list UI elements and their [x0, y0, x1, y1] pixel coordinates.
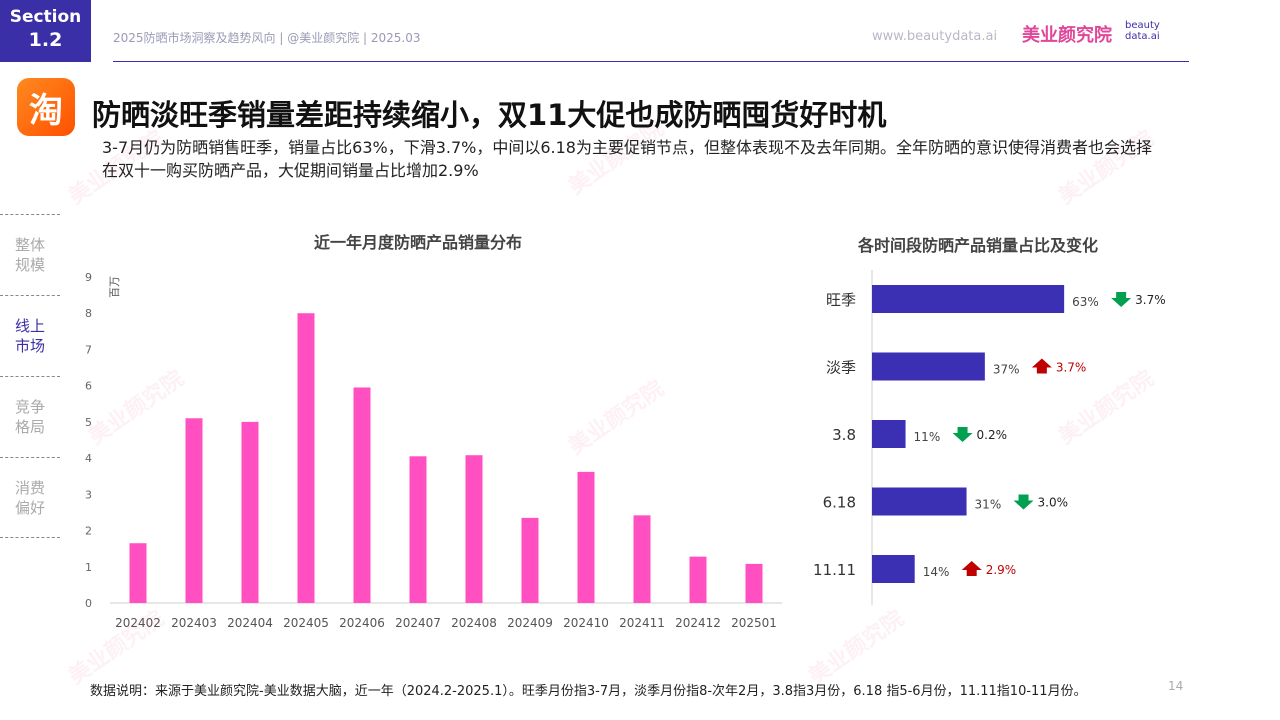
section-label: Section: [9, 7, 82, 27]
x-tick-label: 202406: [339, 616, 385, 630]
nav-item-label: 线上市场: [14, 317, 45, 355]
arrow-down-icon: [1111, 292, 1132, 307]
x-tick-label: 202411: [619, 616, 665, 630]
x-tick-label: 202405: [283, 616, 329, 630]
bar-202403: [185, 418, 203, 603]
brand-logo: 美业颜究院: [1022, 25, 1112, 46]
bar-202406: [353, 387, 371, 603]
page-title: 防晒淡旺季销量差距持续缩小，双11大促也成防晒囤货好时机: [92, 98, 887, 132]
y-tick-label: 3: [85, 488, 92, 501]
bar-202409: [521, 517, 539, 603]
bar-6.18: [872, 487, 967, 516]
change-label: 3.7%: [1135, 293, 1166, 307]
category-label: 旺季: [826, 291, 856, 309]
bar-202410: [577, 471, 595, 603]
category-label: 淡季: [826, 359, 856, 377]
monthly-sales-bar-chart: 0 1 2 3 4 5 6 7 8 9 百万 202402 202403 202404 202405 2024…: [85, 271, 782, 630]
value-label: 14%: [923, 565, 950, 579]
page-number: 14: [1168, 679, 1184, 693]
bar-淡季: [872, 352, 985, 381]
nav-item-competition[interactable]: 竞争格局: [0, 376, 60, 457]
bar-202408: [465, 455, 483, 603]
x-tick-label: 202407: [395, 616, 441, 630]
y-tick-label: 7: [85, 343, 92, 356]
arrow-down-icon: [952, 427, 973, 442]
bar-202407: [409, 456, 427, 603]
bar-3.8: [872, 420, 906, 448]
bar-11.11: [872, 555, 915, 583]
nav-item-label: 竞争格局: [14, 398, 45, 436]
bar-chart-title: 近一年月度防晒产品销量分布: [314, 233, 523, 252]
side-nav: 整体规模 线上市场 竞争格局 消费偏好: [0, 214, 60, 538]
y-tick-label: 9: [85, 271, 92, 284]
bar-202404: [241, 421, 259, 603]
y-tick-label: 0: [85, 597, 92, 610]
section-number: 1.2: [28, 29, 63, 51]
x-tick-label: 202404: [227, 616, 273, 630]
nav-item-online[interactable]: 线上市场: [0, 295, 60, 376]
x-tick-label: 202412: [675, 616, 721, 630]
y-axis-unit: 百万: [108, 276, 121, 298]
value-label: 31%: [975, 498, 1002, 512]
bar-旺季: [872, 285, 1065, 313]
y-tick-label: 2: [85, 525, 92, 538]
header-url: www.beautydata.ai: [872, 29, 998, 44]
x-tick-label: 202410: [563, 616, 609, 630]
period-share-bar-chart: 旺季 63% 3.7% 淡季 37% 3.7% 3.8 11% 0.2% 6.18 31% 3.0% 1…: [813, 270, 1166, 605]
hbar-chart-title: 各时间段防晒产品销量占比及变化: [858, 236, 1099, 255]
bar-202501: [745, 563, 763, 603]
arrow-up-icon: [1031, 358, 1052, 374]
category-label: 6.18: [823, 494, 856, 512]
nav-item-label: 消费偏好: [14, 478, 45, 517]
y-tick-label: 1: [85, 561, 92, 574]
change-label: 2.9%: [986, 563, 1017, 577]
y-tick-label: 5: [85, 416, 92, 429]
header-meta: 2025防晒市场洞察及趋势风向 | @美业颜究院 | 2025.03: [113, 31, 421, 45]
nav-item-label: 整体规模: [14, 236, 45, 274]
category-label: 11.11: [813, 561, 856, 579]
bar-202402: [129, 543, 147, 603]
footnote: 数据说明：来源于美业颜究院-美业数据大脑，近一年（2024.2-2025.1）。…: [90, 684, 1087, 699]
y-tick-label: 8: [85, 307, 92, 320]
bar-202411: [633, 515, 651, 603]
bar-202405: [297, 313, 315, 603]
category-label: 3.8: [832, 426, 856, 444]
header-divider: [113, 61, 1189, 62]
x-tick-label: 202402: [115, 616, 161, 630]
arrow-down-icon: [1013, 494, 1034, 510]
y-tick-label: 4: [85, 452, 92, 465]
brand-logo-sub: beauty data.ai: [1125, 20, 1160, 42]
nav-item-preference[interactable]: 消费偏好: [0, 457, 60, 538]
bar-202412: [689, 556, 707, 603]
nav-item-overall[interactable]: 整体规模: [0, 214, 60, 295]
x-tick-label: 202403: [171, 616, 217, 630]
value-label: 63%: [1072, 295, 1099, 309]
arrow-up-icon: [961, 561, 982, 576]
page-subtitle: 3-7月仍为防晒销售旺季，销量占比63%，下滑3.7%，中间以6.18为主要促销…: [102, 138, 1152, 180]
x-tick-label: 202501: [731, 616, 777, 630]
change-label: 0.2%: [977, 428, 1008, 442]
value-label: 11%: [914, 430, 941, 444]
y-tick-label: 6: [85, 380, 92, 393]
x-tick-label: 202408: [451, 616, 497, 630]
value-label: 37%: [993, 363, 1020, 377]
change-label: 3.0%: [1038, 496, 1069, 510]
x-tick-label: 202409: [507, 616, 553, 630]
section-badge: Section 1.2: [0, 0, 91, 62]
taobao-icon: 淘: [17, 78, 75, 136]
change-label: 3.7%: [1056, 361, 1087, 375]
